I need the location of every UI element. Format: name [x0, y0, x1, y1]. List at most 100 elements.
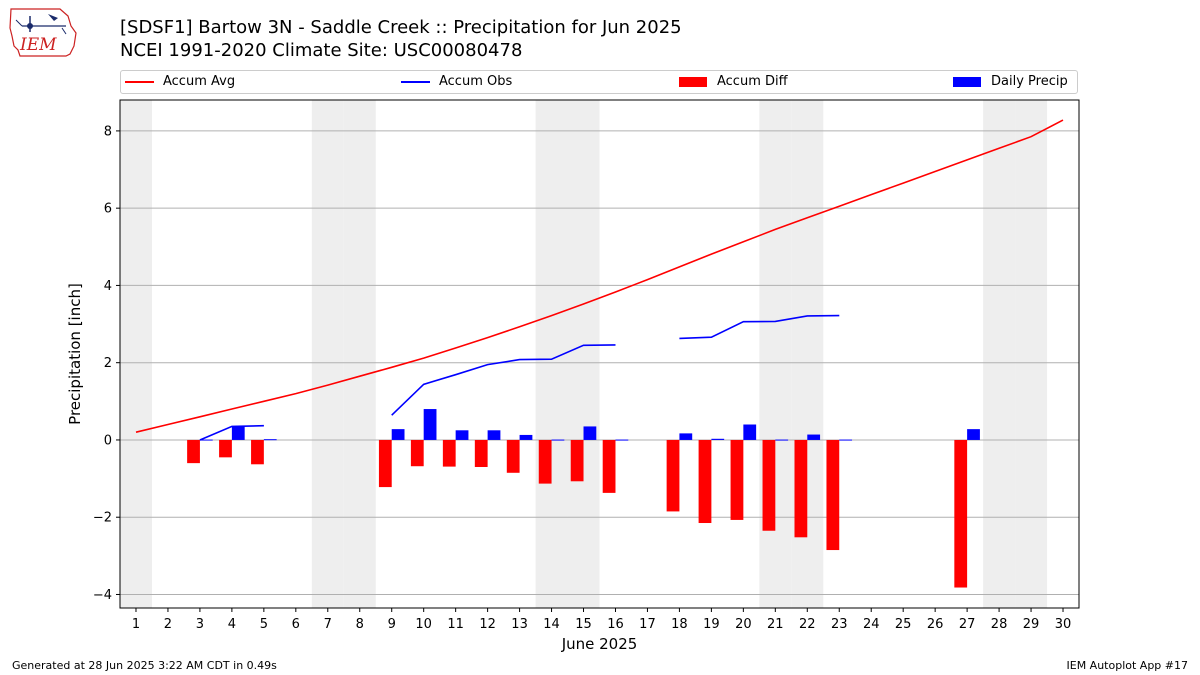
x-tick-label: 28	[991, 617, 1008, 632]
x-tick-label: 15	[575, 617, 592, 632]
x-tick-label: 2	[164, 617, 172, 632]
footer-generated-text: Generated at 28 Jun 2025 3:22 AM CDT in …	[12, 659, 277, 672]
accum-diff-bar	[826, 439, 840, 551]
legend-swatch	[679, 76, 707, 87]
accum-obs-line	[391, 344, 616, 416]
x-tick-label: 5	[260, 617, 268, 632]
weekend-shade	[983, 100, 1016, 608]
accum-diff-bar	[219, 439, 232, 458]
x-tick-label: 16	[607, 617, 624, 632]
x-tick-label: 19	[703, 617, 720, 632]
legend-item-accum-avg: Accum Avg	[125, 74, 235, 89]
x-axis-label: June 2025	[561, 635, 638, 653]
logo-text: IEM	[19, 35, 57, 55]
accum-diff-bar	[762, 439, 776, 531]
daily-precip-bar	[231, 426, 245, 440]
y-tick-label: 4	[104, 279, 112, 294]
weekend-shade	[567, 100, 600, 608]
daily-precip-bar	[679, 433, 693, 440]
legend-item-accum-obs: Accum Obs	[401, 74, 512, 89]
legend-swatch	[401, 80, 430, 83]
y-tick-label: 2	[104, 356, 112, 371]
x-tick-label: 14	[543, 617, 560, 632]
daily-precip-bar	[775, 439, 789, 441]
x-tick-label: 1	[132, 617, 140, 632]
x-tick-label: 6	[292, 617, 300, 632]
daily-precip-bar	[455, 430, 469, 440]
x-tick-label: 7	[324, 617, 332, 632]
daily-precip-bar	[711, 438, 725, 440]
legend-item-accum-diff: Accum Diff	[679, 74, 788, 89]
daily-precip-bar	[967, 429, 980, 440]
accum-diff-bar	[474, 439, 488, 467]
x-tick-label: 17	[639, 617, 656, 632]
daily-precip-bar	[615, 439, 629, 441]
x-tick-label: 10	[415, 617, 432, 632]
weekend-shade	[343, 100, 376, 608]
accum-diff-bar	[698, 439, 712, 524]
x-tick-label: 12	[479, 617, 496, 632]
x-tick-label: 30	[1055, 617, 1072, 632]
accum-diff-bar	[954, 439, 968, 588]
accum-diff-bar	[378, 439, 392, 488]
y-tick-label: 0	[104, 433, 112, 448]
x-tick-label: 25	[895, 617, 912, 632]
legend-label: Daily Precip	[991, 74, 1068, 89]
x-tick-label: 18	[671, 617, 688, 632]
x-tick-label: 24	[863, 617, 880, 632]
legend-label: Accum Obs	[439, 74, 513, 89]
y-axis-label: Precipitation [inch]	[66, 283, 84, 425]
weekend-shade	[759, 100, 792, 608]
chart-legend: Accum Avg Accum Obs Accum Diff Daily Pre…	[120, 70, 1078, 94]
footer-app-text: IEM Autoplot App #17	[1066, 659, 1189, 672]
chart-title: [SDSF1] Bartow 3N - Saddle Creek :: Prec…	[120, 17, 682, 38]
daily-precip-bar	[423, 409, 437, 440]
accum-diff-bar	[730, 439, 744, 520]
daily-precip-bar	[807, 434, 821, 440]
daily-precip-bar	[199, 439, 213, 441]
x-tick-label: 3	[196, 617, 204, 632]
accum-diff-bar	[506, 439, 520, 473]
x-tick-label: 23	[831, 617, 848, 632]
accum-diff-bar	[251, 439, 264, 465]
legend-swatch	[125, 80, 154, 83]
daily-precip-bar	[583, 426, 597, 440]
y-tick-label: −4	[93, 588, 112, 603]
legend-swatch	[953, 76, 981, 87]
x-tick-label: 13	[511, 617, 528, 632]
accum-avg-line	[135, 119, 1064, 433]
y-tick-label: −2	[93, 511, 112, 526]
daily-precip-bar	[391, 429, 405, 440]
accum-diff-bar	[570, 439, 584, 482]
x-tick-label: 21	[767, 617, 784, 632]
x-tick-label: 4	[228, 617, 236, 632]
weekend-shade	[1015, 100, 1048, 608]
x-tick-label: 26	[927, 617, 944, 632]
accum-diff-bar	[442, 439, 456, 467]
accum-diff-bar	[794, 439, 808, 538]
weekend-shade	[120, 100, 152, 608]
accum-diff-bar	[187, 439, 200, 464]
y-tick-label: 8	[104, 124, 112, 139]
daily-precip-bar	[519, 434, 533, 440]
x-tick-label: 8	[356, 617, 364, 632]
accum-diff-bar	[602, 439, 616, 493]
chart-subtitle: NCEI 1991-2020 Climate Site: USC00080478	[120, 40, 523, 61]
accum-diff-bar	[410, 439, 424, 467]
plot-frame	[119, 99, 1080, 609]
x-tick-label: 22	[799, 617, 816, 632]
daily-precip-bar	[839, 439, 853, 441]
y-tick-label: 6	[104, 202, 112, 217]
iem-logo: IEM	[9, 8, 77, 57]
daily-precip-bar	[551, 439, 565, 441]
legend-item-daily-precip: Daily Precip	[953, 74, 1068, 89]
x-tick-label: 29	[1023, 617, 1040, 632]
daily-precip-bar	[263, 439, 277, 441]
weekend-shade	[311, 100, 344, 608]
accum-obs-line	[679, 314, 840, 340]
accum-diff-bar	[666, 439, 680, 512]
daily-precip-bar	[487, 430, 501, 440]
accum-obs-line	[199, 424, 264, 441]
daily-precip-bar	[743, 424, 757, 440]
